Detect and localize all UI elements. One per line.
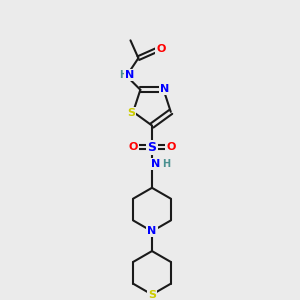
Text: N: N xyxy=(147,226,157,236)
Text: S: S xyxy=(148,141,157,154)
Text: S: S xyxy=(127,108,135,118)
Text: S: S xyxy=(148,290,156,300)
Text: O: O xyxy=(166,142,176,152)
Text: N: N xyxy=(160,84,169,94)
Text: H: H xyxy=(162,159,170,169)
Text: N: N xyxy=(151,159,160,169)
Text: H: H xyxy=(119,70,128,80)
Text: N: N xyxy=(125,70,134,80)
Text: O: O xyxy=(128,142,138,152)
Text: O: O xyxy=(156,44,166,54)
